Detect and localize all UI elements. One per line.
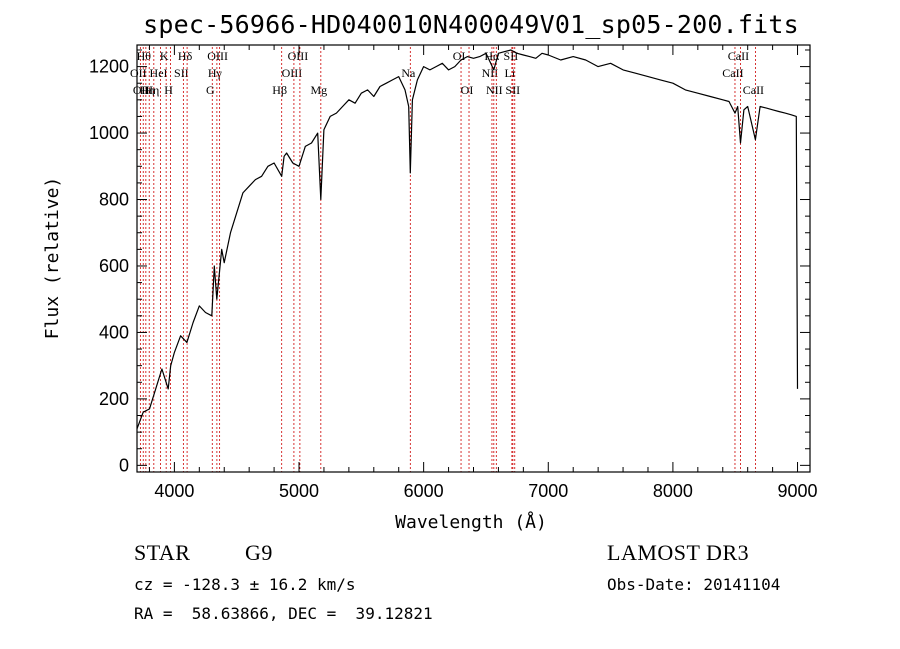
line-marker-label: HeI <box>150 66 168 80</box>
x-tick-label: 9000 <box>778 481 818 501</box>
line-marker-label: OIII <box>288 49 309 63</box>
line-marker-label: G <box>206 83 215 97</box>
line-marker-label: Hη <box>140 83 155 97</box>
y-tick-label: 600 <box>99 256 129 276</box>
x-tick-label: 4000 <box>154 481 194 501</box>
y-tick-label: 200 <box>99 389 129 409</box>
y-tick-label: 0 <box>119 455 129 475</box>
y-tick-label: 1200 <box>89 57 129 77</box>
y-axis-ticks: 0 200 400 600 800 1000 1200 <box>89 49 810 475</box>
line-marker-label: CaII <box>743 83 764 97</box>
line-marker-layer: OIIOIIHθHηHηHeIKHSIIHδGHγOIIIHβOIIIOIIIM… <box>130 47 764 472</box>
line-marker-label: Hθ <box>137 49 152 63</box>
line-marker-label: Hγ <box>208 66 223 80</box>
line-marker-label: NII <box>482 66 499 80</box>
coordinates: RA = 58.63866, DEC = 39.12821 <box>134 604 433 623</box>
line-marker-label: OIII <box>282 66 303 80</box>
line-marker-label: CaII <box>722 66 743 80</box>
line-marker-label: OI <box>453 49 466 63</box>
line-marker-label: H <box>164 83 173 97</box>
subclass: G9 <box>245 540 273 565</box>
object-class: STAR <box>134 540 191 565</box>
redshift-velocity: cz = -128.3 ± 16.2 km/s <box>134 575 356 594</box>
spectrum-line <box>136 49 799 430</box>
x-axis-ticks: 4000 5000 6000 7000 8000 9000 <box>148 45 818 501</box>
line-marker-label: Hδ <box>178 49 193 63</box>
y-tick-label: 400 <box>99 322 129 342</box>
line-marker-label: SII <box>505 83 520 97</box>
line-marker-label: SII <box>174 66 189 80</box>
line-marker-label: NII <box>486 83 503 97</box>
line-marker-label: OII <box>130 66 147 80</box>
line-marker-label: K <box>160 49 169 63</box>
line-marker-label: Li <box>505 66 516 80</box>
y-tick-label: 800 <box>99 190 129 210</box>
line-marker-label: Mg <box>310 83 327 97</box>
line-marker-label: Hβ <box>272 83 287 97</box>
line-marker-label: CaII <box>728 49 749 63</box>
x-axis-label: Wavelength (Å) <box>395 511 547 533</box>
y-axis-label: Flux (relative) <box>42 177 63 340</box>
line-marker-label: Na <box>401 66 416 80</box>
chart-title: spec-56966-HD040010N400049V01_sp05-200.f… <box>143 10 799 39</box>
observation-date: Obs-Date: 20141104 <box>607 575 781 594</box>
y-tick-label: 1000 <box>89 123 129 143</box>
survey-name: LAMOST DR3 <box>607 540 750 565</box>
spectrum-layer <box>136 49 799 430</box>
line-marker-label: Hη <box>144 83 159 97</box>
plot-frame <box>136 44 811 473</box>
x-tick-label: 6000 <box>404 481 444 501</box>
x-tick-label: 5000 <box>279 481 319 501</box>
line-marker-label: OIII <box>207 49 228 63</box>
line-marker-label: OI <box>461 83 474 97</box>
x-tick-label: 7000 <box>528 481 568 501</box>
x-tick-label: 8000 <box>653 481 693 501</box>
